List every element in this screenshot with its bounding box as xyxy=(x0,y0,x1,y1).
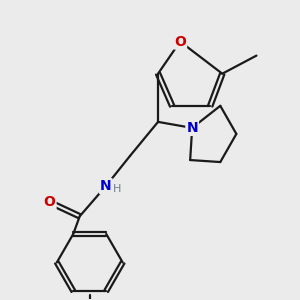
Text: H: H xyxy=(113,184,121,194)
Text: N: N xyxy=(186,121,198,135)
Text: O: O xyxy=(174,34,186,49)
Text: O: O xyxy=(44,195,56,209)
Text: N: N xyxy=(100,179,112,193)
